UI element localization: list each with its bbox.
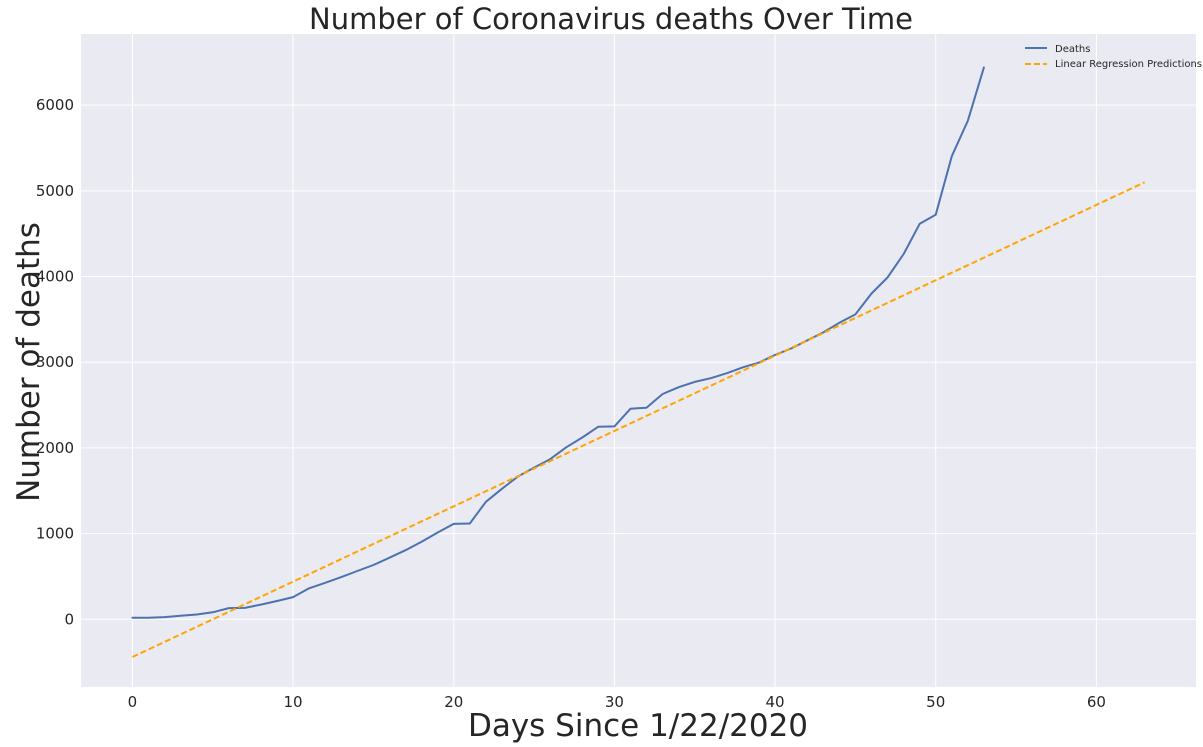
y-tick-label: 5000 bbox=[36, 182, 74, 200]
x-tick-label: 10 bbox=[284, 693, 303, 711]
x-tick-label: 0 bbox=[128, 693, 138, 711]
legend: Deaths Linear Regression Predictions bbox=[1025, 44, 1202, 70]
y-tick-label: 2000 bbox=[36, 439, 74, 457]
deaths-series-line bbox=[131, 66, 985, 619]
x-tick-label: 50 bbox=[926, 693, 945, 711]
chart-title: Number of Coronavirus deaths Over Time bbox=[309, 2, 913, 36]
y-axis-label: Number of deaths bbox=[11, 222, 47, 502]
x-tick-labels: 0 10 20 30 40 50 60 bbox=[128, 693, 1106, 711]
grid-lines bbox=[81, 34, 1196, 687]
x-tick-label: 20 bbox=[444, 693, 463, 711]
legend-label-deaths: Deaths bbox=[1055, 44, 1090, 55]
y-tick-label: 1000 bbox=[36, 525, 74, 543]
y-tick-label: 3000 bbox=[36, 353, 74, 371]
regression-series-line bbox=[131, 181, 1146, 658]
legend-label-regression: Linear Regression Predictions bbox=[1055, 59, 1202, 70]
x-tick-label: 30 bbox=[605, 693, 624, 711]
series-lines bbox=[131, 66, 1146, 658]
y-tick-label: 6000 bbox=[36, 96, 74, 114]
x-axis-label: Days Since 1/22/2020 bbox=[468, 708, 808, 744]
y-tick-label: 0 bbox=[64, 610, 74, 628]
x-tick-label: 40 bbox=[766, 693, 785, 711]
x-tick-label: 60 bbox=[1087, 693, 1106, 711]
plot-background bbox=[81, 34, 1196, 687]
y-tick-label: 4000 bbox=[36, 268, 74, 286]
y-tick-labels: 0 1000 2000 3000 4000 5000 6000 bbox=[36, 96, 74, 628]
